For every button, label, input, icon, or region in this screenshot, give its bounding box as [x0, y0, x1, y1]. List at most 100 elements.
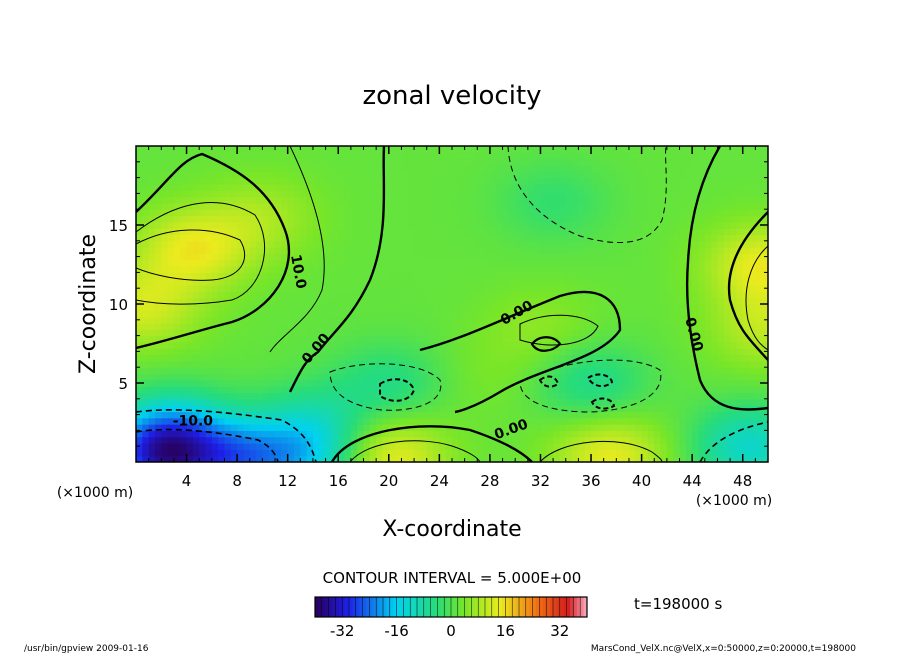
heat-cell — [742, 209, 750, 217]
heat-cell — [477, 202, 485, 210]
heat-cell — [458, 146, 466, 153]
heat-cell — [559, 164, 567, 172]
heat-cell — [306, 152, 314, 160]
heat-cell — [559, 310, 567, 318]
heat-cell — [256, 202, 263, 210]
heat-cell — [591, 398, 598, 406]
heat-cell — [350, 253, 358, 261]
heat-cell — [565, 164, 573, 172]
heat-cell — [464, 392, 472, 400]
heat-cell — [527, 152, 535, 160]
heat-cell — [237, 209, 245, 217]
heat-cell — [730, 398, 737, 406]
heat-cell — [414, 443, 421, 450]
heat-cell — [717, 341, 725, 349]
heat-cell — [534, 196, 542, 204]
heat-cell — [452, 329, 459, 337]
heat-cell — [439, 278, 447, 286]
heat-cell — [616, 335, 624, 343]
heat-cell — [603, 392, 611, 400]
heat-cell — [521, 253, 529, 261]
heat-cell — [173, 177, 181, 185]
heat-cell — [635, 266, 643, 273]
heat-cell — [287, 316, 295, 324]
heat-cell — [420, 183, 428, 191]
heat-cell — [603, 322, 611, 330]
heat-cell — [736, 443, 744, 450]
heat-cell — [610, 405, 617, 413]
heat-cell — [723, 348, 731, 356]
heat-cell — [470, 202, 478, 210]
heat-cell — [382, 411, 390, 419]
heat-cell — [167, 190, 175, 198]
heat-cell — [148, 304, 156, 311]
heat-cell — [211, 196, 219, 204]
heat-cell — [679, 240, 687, 248]
heat-cell — [300, 455, 308, 462]
heat-cell — [199, 443, 207, 450]
heat-cell — [148, 392, 156, 400]
heat-cell — [685, 386, 693, 394]
heat-cell — [262, 424, 270, 431]
heat-cell — [540, 209, 548, 217]
heat-cell — [527, 379, 535, 387]
heat-cell — [407, 228, 415, 236]
heat-cell — [294, 398, 301, 406]
heat-cell — [572, 367, 579, 375]
heat-cell — [515, 234, 523, 242]
heat-cell — [382, 285, 390, 292]
heat-cell — [698, 272, 706, 280]
heat-cell — [730, 177, 737, 185]
heat-cell — [628, 455, 636, 462]
heat-cell — [136, 386, 143, 394]
heat-cell — [723, 247, 731, 255]
heat-cell — [331, 304, 339, 311]
heat-cell — [395, 297, 403, 305]
heat-cell — [641, 278, 649, 286]
heat-cell — [647, 202, 655, 210]
heat-cell — [578, 259, 586, 267]
heat-cell — [420, 209, 428, 217]
heat-cell — [414, 405, 421, 413]
heat-cell — [161, 329, 169, 337]
heat-cell — [749, 164, 756, 172]
heat-cell — [515, 177, 523, 185]
heat-cell — [281, 215, 289, 223]
heat-cell — [717, 171, 725, 179]
heat-cell — [603, 449, 611, 457]
heat-cell — [249, 234, 257, 242]
heat-cell — [685, 152, 693, 160]
heat-cell — [445, 146, 453, 153]
heat-cell — [388, 436, 396, 444]
heat-cell — [742, 386, 750, 394]
heat-cell — [464, 417, 472, 425]
heat-cell — [433, 177, 440, 185]
heat-cell — [180, 285, 188, 292]
heat-cell — [154, 310, 162, 318]
heat-cell — [628, 360, 636, 368]
heat-cell — [338, 177, 346, 185]
heat-cell — [369, 253, 377, 261]
heat-cell — [483, 291, 491, 299]
heat-cell — [173, 291, 181, 299]
heat-cell — [256, 316, 263, 324]
heat-cell — [445, 240, 453, 248]
heat-cell — [180, 424, 188, 431]
heat-cell — [489, 177, 497, 185]
heat-cell — [344, 373, 352, 381]
heat-cell — [237, 405, 245, 413]
heat-cell — [306, 146, 314, 153]
heat-cell — [142, 455, 150, 462]
heat-cell — [180, 221, 188, 229]
heat-cell — [186, 228, 194, 236]
heat-cell — [704, 424, 712, 431]
heat-cell — [565, 310, 573, 318]
heat-cell — [502, 240, 510, 248]
heat-cell — [477, 209, 485, 217]
heat-cell — [136, 196, 143, 204]
heat-cell — [477, 329, 485, 337]
heat-cell — [464, 424, 472, 431]
heat-cell — [761, 424, 768, 431]
heat-cell — [546, 310, 554, 318]
heat-cell — [673, 436, 681, 444]
